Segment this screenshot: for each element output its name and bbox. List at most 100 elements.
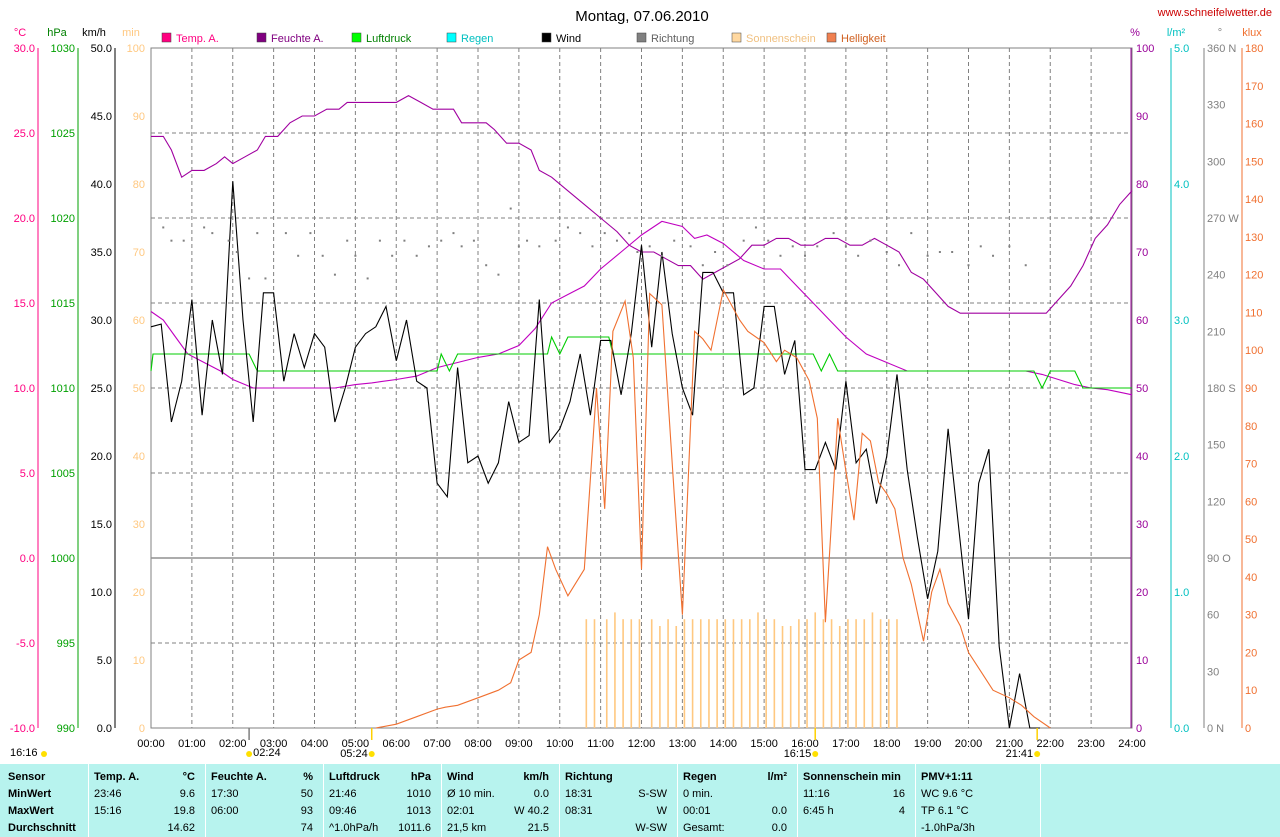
time-tick-label: 11:00: [587, 738, 614, 750]
chart-series: [150, 94, 1133, 729]
stats-cell-label: 06:00: [211, 805, 239, 817]
direction-point: [321, 254, 324, 257]
stats-section: Feuchte A.% 17:30 50 06:00 93 74: [205, 764, 324, 837]
time-tick-label: 20:00: [955, 738, 983, 750]
direction-point: [636, 251, 639, 253]
brightness-tick-label: 100: [1245, 345, 1263, 357]
direction-tick-label: 60: [1207, 610, 1219, 622]
direction-point: [603, 232, 606, 235]
site-link[interactable]: www.schneifelwetter.de: [1157, 7, 1272, 19]
direction-point: [979, 245, 982, 248]
direction-point: [248, 277, 251, 280]
stats-section: PMV+1:11 WC 9.6 °C TP 6.1 °C -1.0hPa/3h: [915, 764, 1041, 837]
sun-marker-icon: [1034, 751, 1041, 757]
unit-wind: km/h: [82, 27, 106, 39]
brightness-tick-label: 40: [1245, 572, 1257, 584]
time-tick-label: 22:00: [1036, 738, 1064, 750]
statistics-panel: Sensor MinWert MaxWert Durchschnitt Temp. A.…: [0, 764, 1280, 837]
wind-tick-label: 40.0: [91, 179, 112, 191]
time-marker-label: 21:41: [1006, 748, 1034, 760]
legend-swatch: [826, 32, 837, 43]
brightness-tick-label: 110: [1245, 307, 1263, 319]
legend-label: Helligkeit: [841, 33, 886, 45]
stats-section-unit: %: [303, 771, 313, 783]
stats-cell-label: WC 9.6 °C: [921, 788, 974, 800]
stats-cell-label: -1.0hPa/3h: [921, 822, 975, 834]
stats-cell-label: 21,5 km: [447, 822, 487, 834]
direction-point: [554, 239, 557, 242]
sunshine-tick-label: 50: [133, 383, 145, 395]
brightness-tick-label: 170: [1245, 81, 1263, 93]
sunshine-bars: [585, 612, 898, 728]
legend-swatch: [541, 32, 552, 43]
stats-cell-value: 0.0: [533, 788, 549, 800]
direction-point: [804, 254, 806, 257]
legend-swatch: [161, 32, 172, 43]
time-tick-label: 02:00: [219, 738, 247, 750]
temp-tick-label: 30.0: [14, 43, 35, 55]
sun-marker-icon: [368, 751, 375, 757]
time-tick-label: 10:00: [546, 738, 574, 750]
wind-tick-label: 15.0: [91, 519, 112, 531]
wind-tick-label: 5.0: [97, 655, 112, 667]
pressure-tick-label: 1000: [51, 553, 75, 565]
stats-cell-label: Ø 10 min.: [447, 788, 495, 800]
stats-cell-label: ^1.0hPa/h: [329, 822, 379, 834]
stats-cell-label: 6:45 h: [803, 805, 834, 817]
wind-tick-label: 45.0: [91, 111, 112, 123]
stats-cell-label: 00:01: [683, 805, 711, 817]
stats-cell-value: W 40.2: [514, 805, 549, 817]
direction-tick-label: 90 O: [1207, 553, 1231, 565]
pressure-tick-label: 1025: [51, 128, 75, 140]
direction-point: [885, 251, 888, 253]
direction-point: [689, 245, 692, 248]
stats-cell-label: 0 min.: [683, 788, 713, 800]
unit-rain: l/m²: [1167, 27, 1186, 39]
brightness-tick-label: 120: [1245, 270, 1263, 282]
wind-tick-label: 0.0: [97, 723, 112, 735]
direction-point: [354, 254, 357, 257]
stats-cell-value: 74: [300, 822, 313, 834]
time-tick-label: 19:00: [914, 738, 942, 750]
humidity-tick-label: 80: [1136, 179, 1148, 191]
stats-section: Luftdruck hPa 21:46 1010 09:46 1013 ^1.0hPa/h 1…: [323, 764, 442, 837]
sunshine-tick-label: 30: [133, 519, 145, 531]
brightness-tick-label: 0: [1245, 723, 1251, 735]
brightness-tick-label: 130: [1245, 232, 1263, 244]
sunshine-tick-label: 70: [133, 247, 145, 259]
brightness-tick-label: 10: [1245, 685, 1257, 697]
series-feuchte-a: [151, 94, 1133, 314]
time-marker-label: 02:24: [253, 747, 281, 759]
sun-marker-icon: [812, 751, 819, 757]
direction-point: [366, 277, 369, 280]
direction-point: [816, 245, 819, 248]
brightness-tick-label: 20: [1245, 647, 1257, 659]
stats-cell-value: S-SW: [638, 788, 667, 800]
direction-point: [926, 254, 929, 257]
brightness-tick-label: 60: [1245, 496, 1257, 508]
stats-cell-label: 09:46: [329, 805, 357, 817]
direction-tick-label: 270 W: [1207, 213, 1239, 225]
sunshine-tick-label: 10: [133, 655, 145, 667]
direction-point: [615, 239, 618, 242]
direction-point: [566, 226, 569, 229]
direction-point: [333, 273, 336, 276]
unit-humidity: %: [1130, 27, 1140, 39]
direction-point: [754, 226, 757, 229]
stats-cell-value: 16: [892, 788, 905, 800]
direction-tick-label: 360 N: [1207, 43, 1236, 55]
pressure-tick-label: 1020: [51, 213, 75, 225]
brightness-tick-label: 30: [1245, 610, 1257, 622]
direction-point: [951, 251, 954, 253]
direction-point: [497, 273, 500, 276]
rain-tick-label: 1.0: [1174, 587, 1189, 599]
direction-tick-label: 300: [1207, 156, 1225, 168]
pressure-tick-label: 995: [57, 638, 75, 650]
humidity-tick-label: 90: [1136, 111, 1148, 123]
temp-tick-label: 10.0: [14, 383, 35, 395]
pressure-tick-label: 1015: [51, 298, 75, 310]
time-tick-label: 16:00: [791, 738, 819, 750]
stats-section-title: Wind: [447, 771, 474, 783]
direction-point: [440, 239, 443, 242]
temp-tick-label: 20.0: [14, 213, 35, 225]
